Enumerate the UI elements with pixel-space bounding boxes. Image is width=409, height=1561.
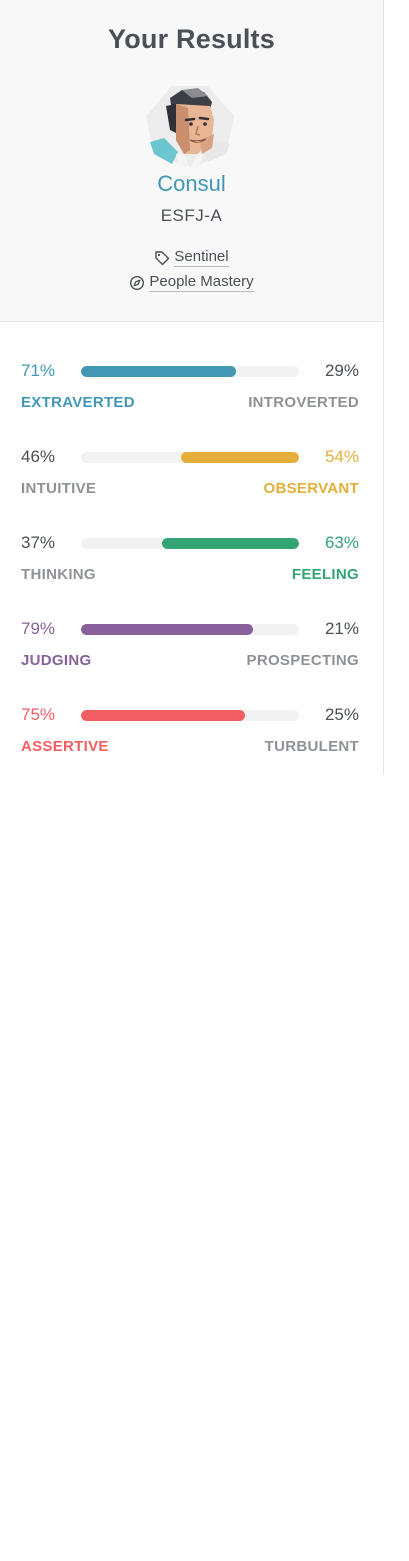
trait-left-percent: 46%: [21, 447, 56, 466]
trait-bar-fill: [81, 624, 254, 635]
trait-nature: 37% 63% THINKING FEELING: [21, 533, 359, 593]
trait-left-label: JUDGING: [21, 652, 92, 669]
trait-right-percent: 25%: [324, 705, 359, 724]
trait-bar-track: [81, 452, 299, 463]
trait-identity: 75% 25% ASSERTIVE TURBULENT: [21, 705, 359, 765]
trait-right-percent: 63%: [324, 533, 359, 552]
trait-left-label: EXTRAVERTED: [21, 394, 135, 411]
trait-right-label: FEELING: [291, 566, 359, 583]
trait-left-label: INTUITIVE: [21, 480, 97, 497]
strategy-row: People Mastery: [0, 273, 383, 292]
role-row: Sentinel: [0, 248, 383, 267]
strategy-link[interactable]: People Mastery: [149, 273, 254, 292]
results-header: Your Results Cons: [0, 0, 383, 322]
trait-bar-track: [81, 624, 299, 635]
trait-bar-track: [81, 710, 299, 721]
trait-bar-fill: [181, 452, 299, 463]
trait-energy: 71% 29% EXTRAVERTED INTROVERTED: [21, 361, 359, 421]
role-link[interactable]: Sentinel: [174, 248, 229, 267]
compass-icon: [129, 275, 145, 291]
trait-tactics: 79% 21% JUDGING PROSPECTING: [21, 619, 359, 679]
trait-right-label: OBSERVANT: [263, 480, 359, 497]
trait-bar-fill: [161, 538, 299, 549]
trait-left-percent: 79%: [21, 619, 56, 638]
trait-bar-track: [81, 366, 299, 377]
trait-left-percent: 71%: [21, 361, 56, 380]
trait-right-percent: 54%: [324, 447, 359, 466]
results-panel: Your Results Cons: [0, 0, 384, 775]
trait-right-percent: 29%: [324, 361, 359, 380]
consul-avatar-icon: [142, 80, 238, 170]
trait-bar-track: [81, 538, 299, 549]
trait-right-label: TURBULENT: [264, 738, 359, 755]
trait-bar-fill: [81, 710, 245, 721]
personality-type-code: ESFJ-A: [160, 206, 223, 225]
personality-type-name: Consul: [157, 171, 226, 196]
tag-icon: [154, 250, 170, 266]
trait-mind: 46% 54% INTUITIVE OBSERVANT: [21, 447, 359, 507]
trait-left-percent: 37%: [21, 533, 56, 552]
trait-left-label: ASSERTIVE: [21, 738, 109, 755]
trait-right-percent: 21%: [324, 619, 359, 638]
trait-left-label: THINKING: [21, 566, 96, 583]
trait-left-percent: 75%: [21, 705, 56, 724]
trait-right-label: INTROVERTED: [248, 394, 359, 411]
trait-right-label: PROSPECTING: [246, 652, 359, 669]
trait-bar-fill: [81, 366, 236, 377]
page-title: Your Results: [108, 24, 275, 54]
